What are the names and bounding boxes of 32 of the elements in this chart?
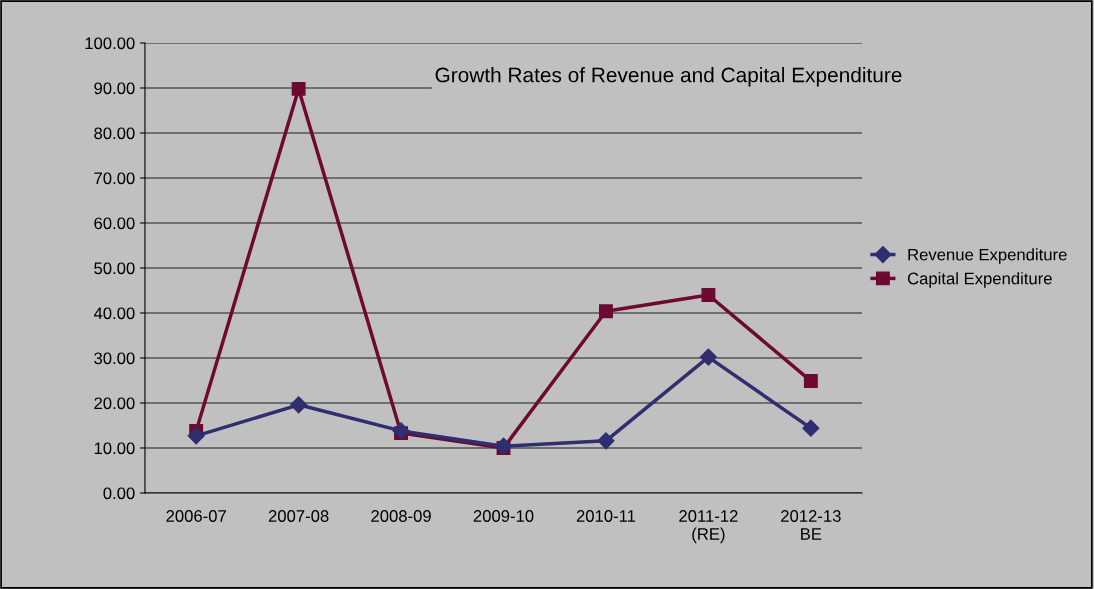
y-tick-label: 10.00 bbox=[94, 442, 135, 455]
legend-label: Capital Expenditure bbox=[907, 272, 1052, 288]
x-tick-label: 2010-11 bbox=[576, 510, 636, 522]
y-tick-label: 70.00 bbox=[94, 172, 135, 185]
x-tick-label: 2008-09 bbox=[371, 510, 431, 522]
point bbox=[597, 432, 615, 450]
y-tick-label: 100.00 bbox=[85, 37, 135, 50]
x-tick-label: 2006-07 bbox=[166, 510, 226, 522]
point bbox=[494, 437, 513, 455]
point bbox=[699, 348, 717, 366]
y-tick-label: 80.00 bbox=[94, 127, 135, 140]
point bbox=[290, 396, 308, 414]
y-tick-label: 20.00 bbox=[94, 397, 135, 410]
x-tick-label: 2011-12 (RE) bbox=[679, 510, 738, 544]
y-tick-label: 0.00 bbox=[103, 487, 135, 500]
point bbox=[392, 422, 410, 440]
point bbox=[187, 427, 205, 445]
y-tick-label: 90.00 bbox=[94, 82, 135, 95]
y-tick-label: 60.00 bbox=[94, 217, 135, 230]
y-tick-label: 40.00 bbox=[93, 307, 135, 320]
point bbox=[291, 81, 306, 96]
x-tick-label: 2012-13 BE bbox=[781, 510, 841, 540]
y-tick-label: 30.00 bbox=[94, 352, 135, 365]
x-tick-label: 2007-08 bbox=[268, 510, 329, 522]
point bbox=[803, 373, 818, 388]
text: Growth Rates of Revenue and Capital Expenditure bbox=[435, 67, 902, 87]
legend-label: Revenue Expenditure bbox=[908, 248, 1067, 264]
y-tick-label: 50.00 bbox=[94, 262, 135, 275]
point bbox=[599, 304, 613, 319]
point bbox=[802, 419, 820, 437]
x-tick-label: 2009-10 bbox=[473, 510, 534, 522]
point bbox=[701, 288, 716, 302]
